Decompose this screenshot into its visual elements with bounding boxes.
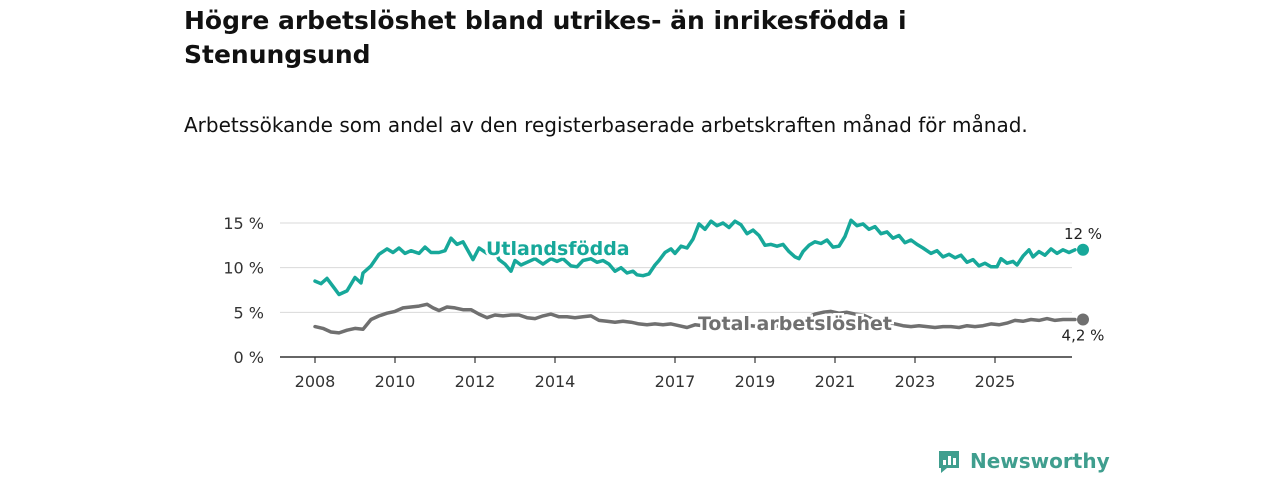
y-tick-label: 5 %	[234, 303, 264, 322]
series-line-utlandsfodda	[313, 218, 1077, 297]
y-tick-label: 10 %	[223, 259, 264, 278]
x-tick-label: 2014	[535, 372, 576, 391]
x-axis: 2008 2010 2012 2014 2017 2019 2021 2023 2025	[280, 356, 1072, 391]
series-end-marker	[1077, 313, 1089, 326]
chart-title: Högre arbetslöshet bland utrikes- än inr…	[184, 6, 907, 69]
end-value-label: 12 %	[1064, 225, 1102, 243]
x-tick-label: 2010	[375, 372, 416, 391]
series-end-marker	[1077, 243, 1089, 256]
x-tick-label: 2019	[735, 372, 776, 391]
series-line-total	[313, 302, 1077, 335]
newsworthy-logo: Newsworthy	[936, 448, 1110, 474]
brand-name: Newsworthy	[970, 449, 1110, 473]
x-tick-label: 2025	[975, 372, 1016, 391]
series-labels: Utlandsfödda 12 % Total arbetslöshet 4,2 %	[484, 225, 1105, 345]
x-tick-label: 2023	[895, 372, 936, 391]
x-tick-label: 2021	[815, 372, 856, 391]
newsworthy-logo-icon	[939, 451, 959, 473]
chart-subtitle: Arbetssökande som andel av den registerb…	[184, 113, 1028, 137]
series-lines	[313, 218, 1089, 335]
gridlines	[280, 222, 1072, 358]
x-tick-label: 2017	[655, 372, 696, 391]
series-name-total: Total arbetslöshet	[698, 313, 892, 335]
y-tick-label: 15 %	[223, 214, 264, 233]
x-tick-label: 2008	[295, 372, 336, 391]
y-axis-ticks: 0 % 5 % 10 % 15 %	[223, 214, 264, 367]
y-tick-label: 0 %	[234, 348, 264, 367]
end-value-label: 4,2 %	[1062, 326, 1105, 344]
x-tick-label: 2012	[455, 372, 496, 391]
series-name-utlandsfodda: Utlandsfödda	[486, 238, 630, 260]
